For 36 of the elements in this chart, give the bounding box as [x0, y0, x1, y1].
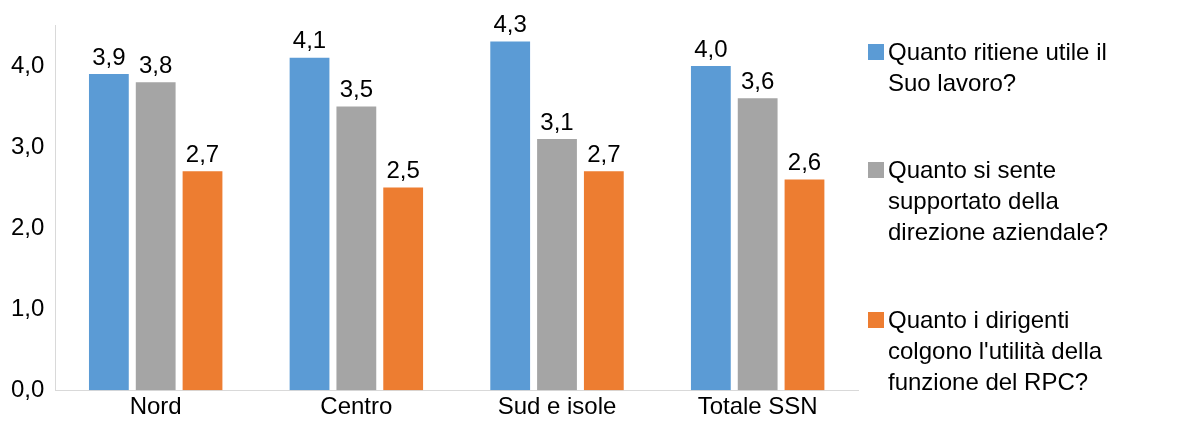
bar: [383, 187, 424, 391]
y-tick-label: 2,0: [10, 212, 45, 240]
y-tick-label: 4,0: [10, 50, 45, 78]
data-label: 3,8: [139, 50, 173, 78]
y-tick-label: 3,0: [10, 131, 45, 159]
data-label: 4,1: [292, 26, 327, 54]
bar: [690, 65, 731, 391]
bar: [88, 74, 129, 391]
bar: [182, 171, 223, 391]
x-tick-label: Totale SSN: [697, 392, 818, 420]
data-label: 2,7: [185, 139, 220, 167]
bar: [537, 138, 577, 391]
x-tick-label: Centro: [320, 392, 393, 420]
data-label: 3,1: [540, 107, 574, 135]
y-tick-label: 0,0: [10, 374, 45, 402]
legend-label: Quanto ritiene utile il Suo lavoro?: [888, 37, 1108, 99]
data-label: 3,9: [92, 42, 126, 70]
bar: [583, 171, 624, 391]
data-label: 2,6: [787, 148, 822, 176]
bar: [135, 82, 176, 391]
data-label: 3,5: [339, 75, 374, 103]
x-tick-label: Sud e isole: [497, 392, 617, 420]
legend-label: Quanto i dirigenti colgono l'utilità della funzione del RPC?: [888, 304, 1104, 397]
bar: [336, 106, 377, 391]
bar: [490, 41, 531, 391]
data-label: 4,3: [493, 10, 527, 38]
data-label: 2,7: [587, 139, 621, 167]
bar: [784, 179, 825, 391]
legend-label: Quanto si sente supportato della direzione aziendale?: [888, 155, 1110, 248]
data-label: 4,0: [694, 34, 728, 62]
data-label: 3,6: [740, 66, 775, 94]
x-tick-label: Nord: [129, 392, 182, 420]
data-label: 2,5: [386, 156, 420, 184]
bar: [737, 98, 778, 391]
bar: [289, 57, 330, 391]
y-tick-label: 1,0: [10, 293, 45, 321]
